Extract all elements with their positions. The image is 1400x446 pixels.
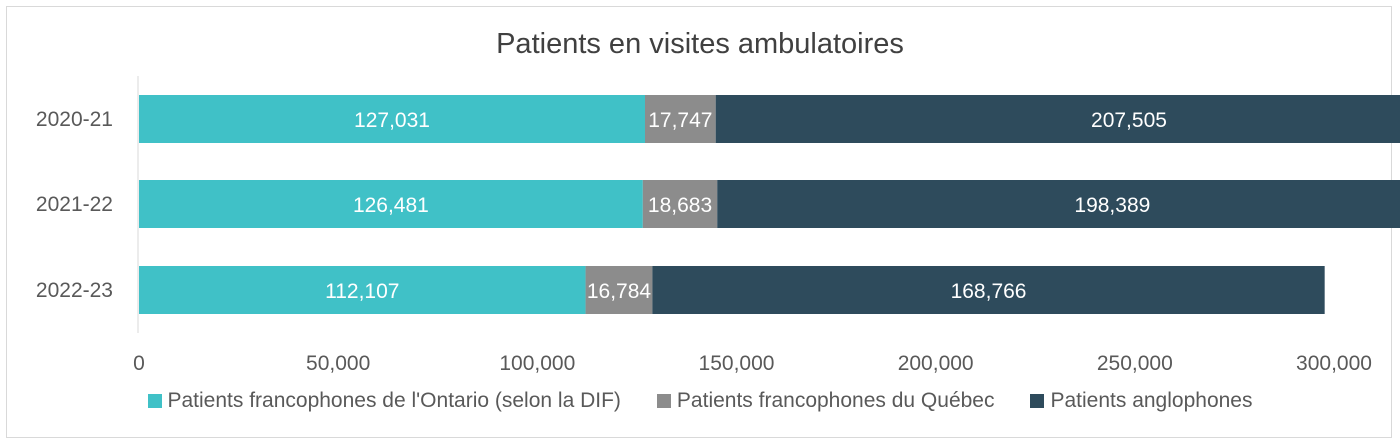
legend-label: Patients francophones du Québec [676, 389, 995, 412]
x-tick-label: 200,000 [898, 352, 974, 375]
bar-2021-22-series-2 [717, 180, 1400, 228]
data-label: 126,481 [353, 194, 429, 217]
legend: Patients francophones de l'Ontario (selo… [0, 386, 1400, 416]
x-tick-label: 150,000 [699, 352, 775, 375]
legend-item: Patients francophones de l'Ontario (selo… [147, 389, 621, 413]
legend-item: Patients anglophones [1030, 389, 1252, 413]
bar-2021-22-series-0 [139, 180, 643, 228]
legend-label: Patients francophones de l'Ontario (selo… [167, 389, 621, 412]
bar-2020-21-series-1 [645, 95, 716, 143]
legend-swatch [1030, 394, 1045, 408]
category-label: 2021-22 [36, 193, 113, 216]
x-tick-label: 50,000 [306, 352, 370, 375]
x-tick-label: 250,000 [1097, 352, 1173, 375]
x-tick-label: 0 [133, 352, 145, 375]
data-label: 17,747 [648, 109, 712, 132]
legend-swatch [656, 394, 671, 408]
data-label: 16,784 [587, 280, 652, 303]
bar-2022-23-series-1 [585, 266, 653, 314]
data-label: 18,683 [648, 194, 712, 217]
bar-2021-22-series-1 [642, 180, 718, 228]
legend-label: Patients anglophones [1050, 389, 1253, 412]
data-label: 127,031 [354, 109, 430, 132]
x-tick-label: 300,000 [1296, 352, 1372, 375]
category-label: 2020-21 [36, 108, 113, 131]
bar-2022-23-series-2 [652, 266, 1325, 314]
bar-2020-21-series-2 [715, 95, 1400, 143]
data-label: 207,505 [1091, 109, 1167, 132]
x-tick-label: 100,000 [499, 352, 575, 375]
data-label: 112,107 [325, 280, 399, 303]
chart-title: Patients en visites ambulatoires [496, 28, 904, 60]
bar-2020-21-series-0 [139, 95, 646, 143]
bar-2022-23-series-0 [139, 266, 586, 314]
category-label: 2022-23 [36, 279, 113, 302]
data-label: 198,389 [1074, 194, 1150, 217]
data-label: 168,766 [951, 280, 1027, 303]
legend-item: Patients francophones du Québec [656, 389, 995, 413]
legend-swatch [147, 394, 162, 408]
